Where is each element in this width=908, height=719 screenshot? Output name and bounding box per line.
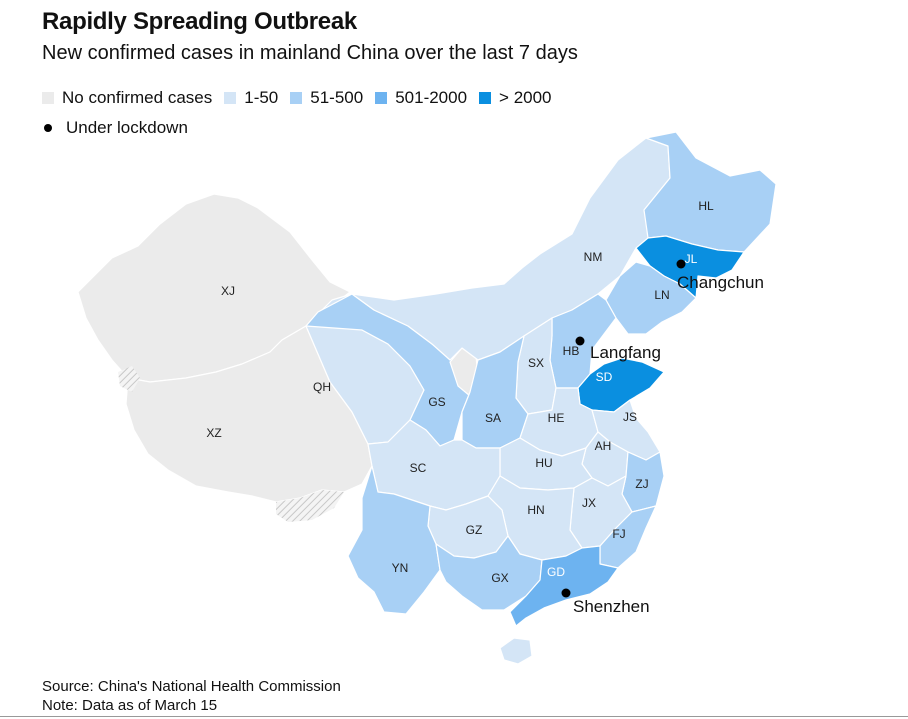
province-label-fj: FJ (612, 527, 625, 541)
province-label-gs: GS (428, 395, 445, 409)
lockdown-label: Under lockdown (66, 118, 188, 137)
legend: No confirmed cases 1-50 51-500 501-2000 … (42, 88, 564, 108)
province-label-qh: QH (313, 380, 331, 394)
lockdown-marker-shenzhen (561, 588, 571, 598)
legend-swatch (290, 92, 303, 104)
lockdown-dot-icon (44, 124, 52, 132)
note-text: Note: Data as of March 15 (42, 697, 218, 714)
province-label-sc: SC (410, 461, 427, 475)
city-label-langfang: Langfang (590, 343, 661, 362)
source-text: Source: China's National Health Commissi… (42, 678, 341, 695)
disputed-area-south (276, 490, 344, 522)
province-label-xj: XJ (221, 284, 235, 298)
province-label-gx: GX (491, 571, 508, 585)
chart-title: Rapidly Spreading Outbreak (42, 8, 357, 35)
province-label-gd: GD (547, 565, 565, 579)
province-label-jx: JX (582, 496, 596, 510)
source-note: Source: China's National Health Commissi… (42, 677, 341, 715)
province-label-zj: ZJ (635, 477, 648, 491)
province-hainan[interactable] (499, 637, 533, 665)
lockdown-marker-langfang (575, 336, 585, 346)
province-label-hb: HB (563, 344, 580, 358)
legend-item-2000-plus: > 2000 (479, 88, 552, 108)
disputed-area-west (118, 366, 140, 392)
province-label-sx: SX (528, 356, 544, 370)
province-label-js: JS (623, 410, 637, 424)
legend-swatch (224, 92, 237, 104)
province-label-nm: NM (584, 250, 603, 264)
legend-label: 501-2000 (395, 88, 468, 107)
legend-label: 51-500 (310, 88, 364, 107)
chart-subtitle: New confirmed cases in mainland China ov… (42, 42, 578, 64)
province-label-ln: LN (654, 288, 669, 302)
legend-label: 1-50 (244, 88, 279, 107)
legend-label: > 2000 (499, 88, 552, 107)
city-label-changchun: Changchun (677, 273, 764, 292)
bottom-rule (0, 716, 908, 717)
legend-swatch (42, 92, 54, 104)
province-label-sd: SD (596, 370, 613, 384)
province-label-sa: SA (485, 411, 501, 425)
city-label-shenzhen: Shenzhen (573, 597, 650, 616)
legend-item-51-500: 51-500 (290, 88, 363, 108)
province-xz[interactable] (125, 325, 373, 503)
province-label-hn: HN (527, 503, 544, 517)
province-label-gz: GZ (466, 523, 483, 537)
province-label-yn: YN (392, 561, 409, 575)
province-label-hl: HL (698, 199, 714, 213)
legend-item-1-50: 1-50 (224, 88, 278, 108)
province-label-jl: JL (685, 252, 698, 266)
legend-lockdown: Under lockdown (42, 118, 188, 138)
legend-item-501-2000: 501-2000 (375, 88, 467, 108)
legend-item-none: No confirmed cases (42, 88, 212, 108)
legend-label: No confirmed cases (62, 88, 213, 107)
legend-swatch (375, 92, 388, 104)
legend-swatch (479, 92, 492, 104)
lockdown-marker-changchun (676, 259, 686, 269)
province-label-he: HE (548, 411, 565, 425)
province-label-xz: XZ (206, 426, 221, 440)
province-label-hu: HU (535, 456, 552, 470)
province-gd[interactable] (509, 545, 619, 627)
province-yn[interactable] (347, 465, 441, 615)
province-label-ah: AH (595, 439, 612, 453)
